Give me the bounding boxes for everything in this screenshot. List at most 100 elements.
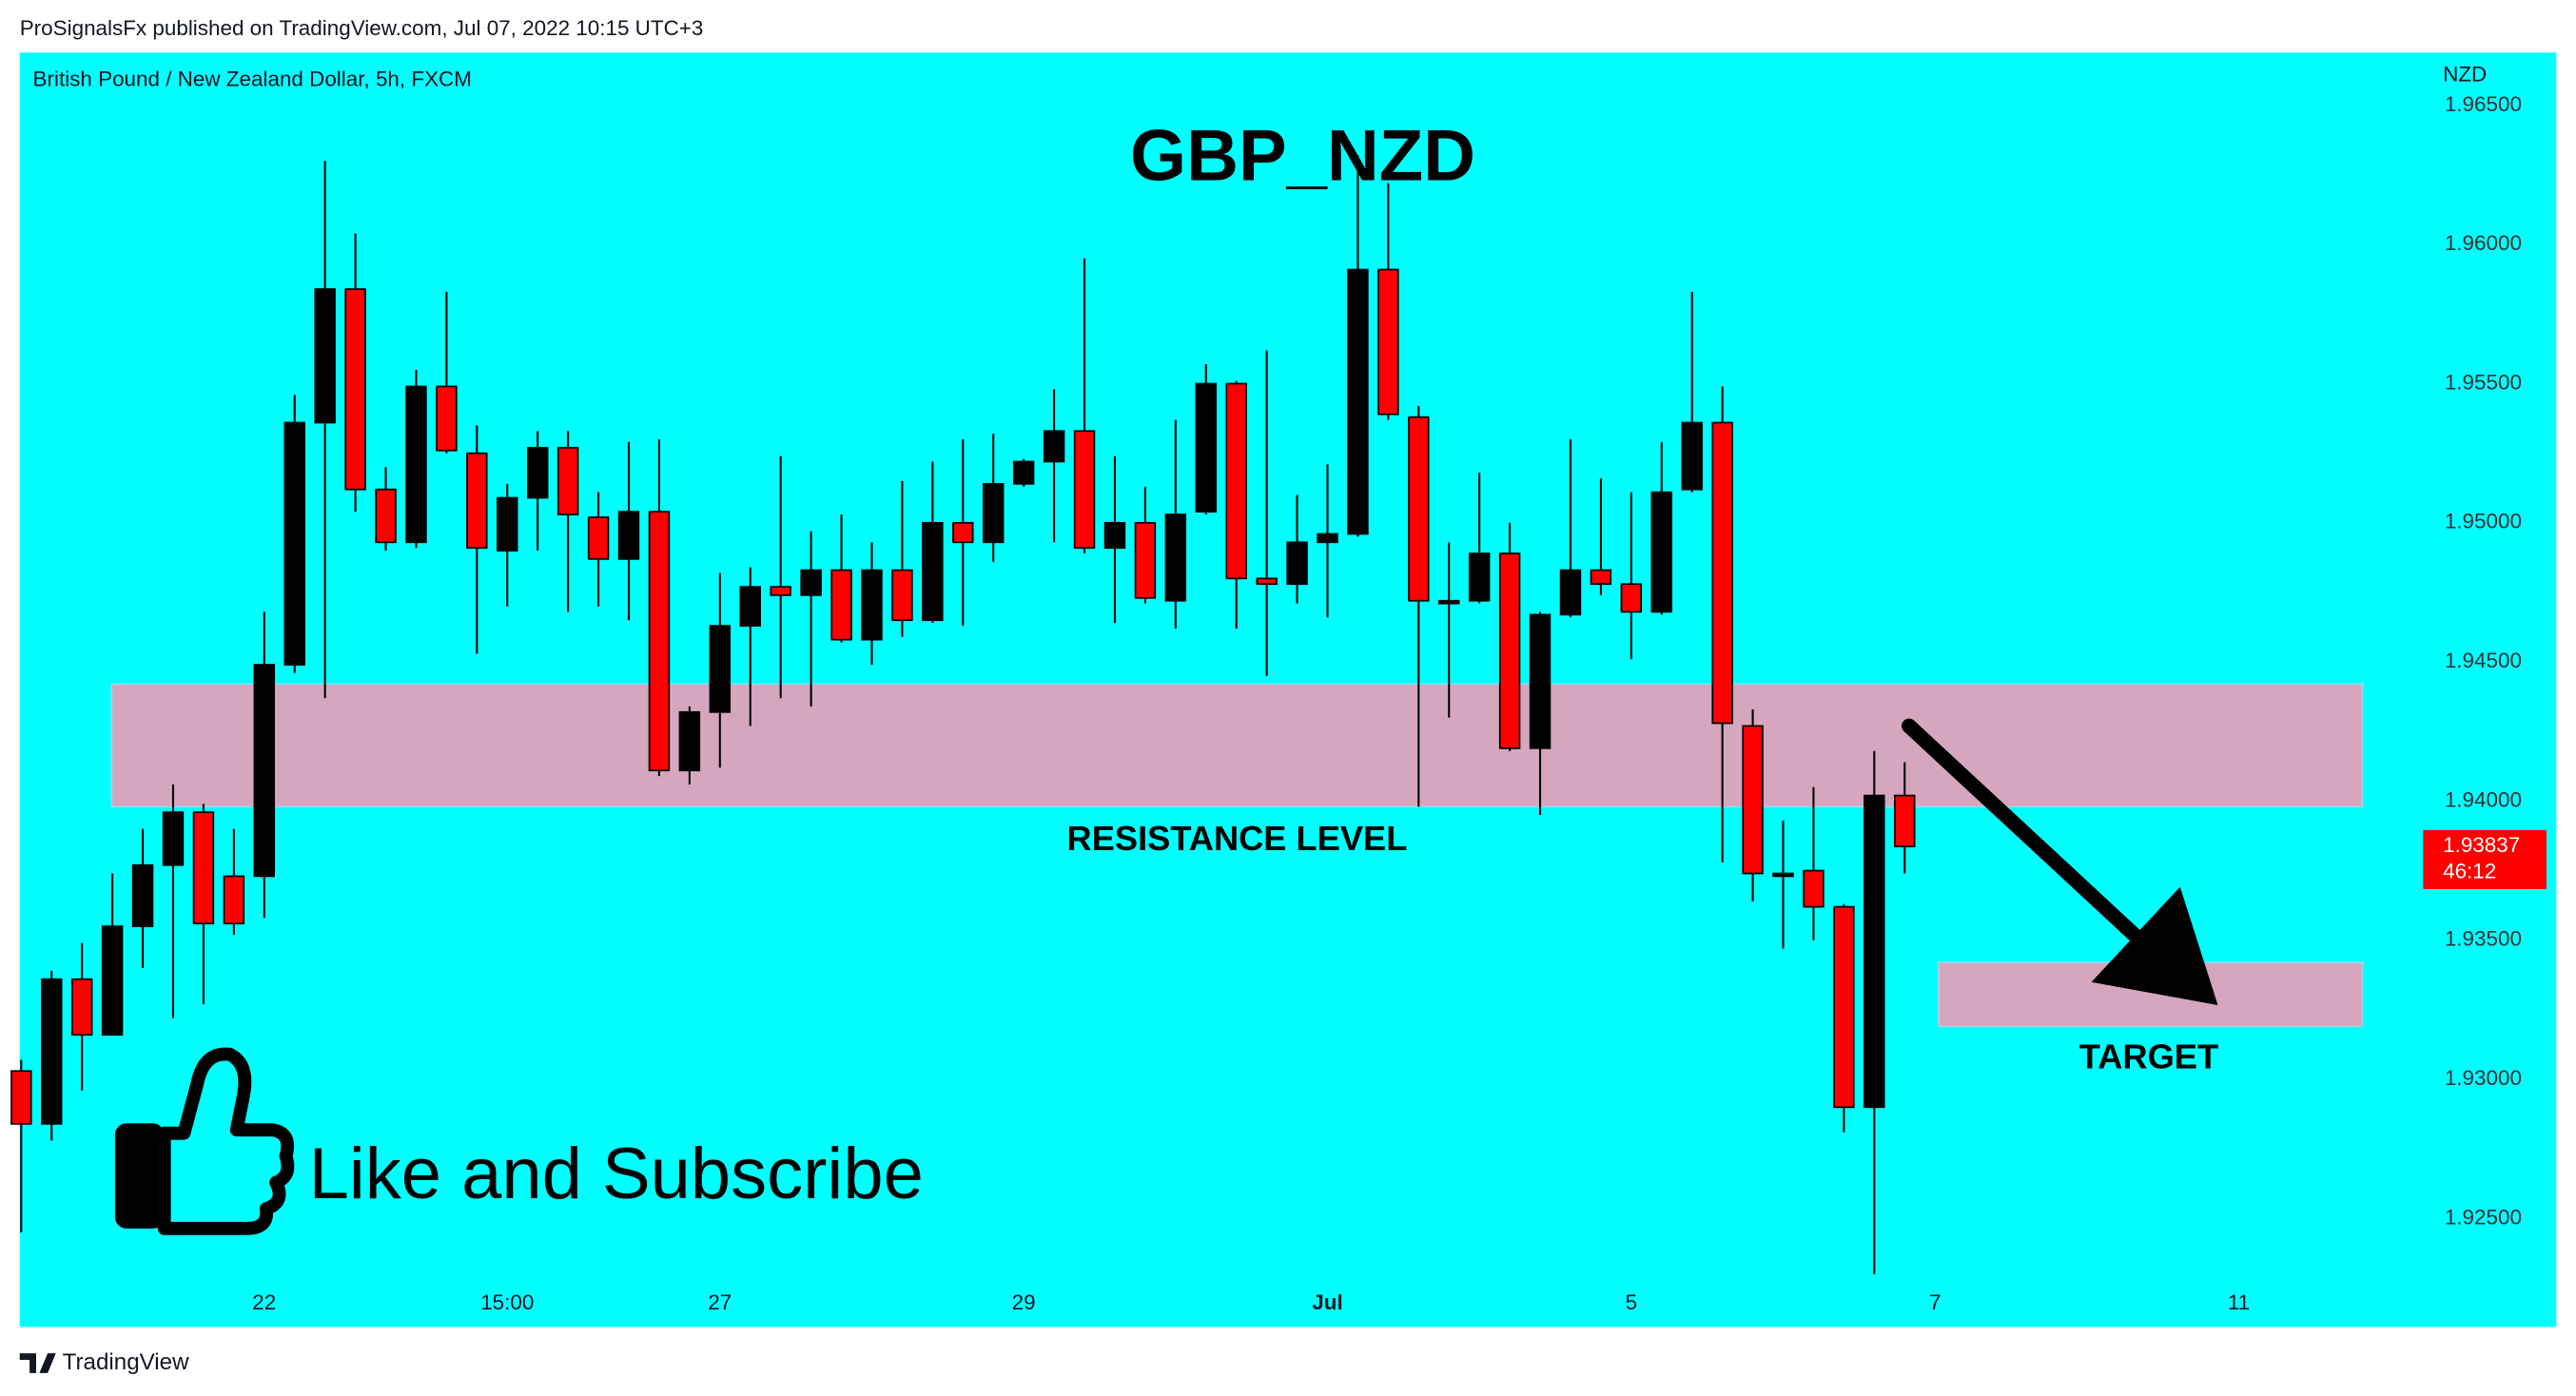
arrow-head: [2091, 886, 2218, 1005]
candle-body: [131, 863, 154, 927]
candle-body: [223, 875, 245, 925]
candle-body: [1894, 794, 1916, 847]
y-tick-label: 1.92500: [2445, 1205, 2522, 1229]
candle-body: [10, 1070, 32, 1125]
candle-body: [1803, 869, 1825, 908]
footer-logo: TradingView: [19, 1349, 189, 1375]
candle-body: [861, 569, 883, 641]
x-tick-label: Jul: [1312, 1290, 1342, 1314]
candle-body: [526, 446, 549, 499]
last-price-label: 1.93837: [2443, 833, 2520, 857]
x-tick-label: 29: [1012, 1290, 1036, 1314]
candle-body: [1742, 725, 1764, 875]
candle-body: [1864, 794, 1885, 1109]
candle-body: [1347, 268, 1369, 535]
x-tick-label: 15:00: [480, 1290, 534, 1314]
y-axis-label: NZD: [2443, 62, 2487, 86]
candle-body: [1498, 553, 1521, 749]
last-price-box: [2423, 829, 2547, 890]
candle-body: [1043, 430, 1065, 463]
candle-body: [709, 625, 732, 713]
candle-body: [1529, 613, 1551, 749]
candle-body: [648, 511, 671, 772]
candle-body: [770, 586, 791, 596]
candle-body: [1225, 382, 1247, 580]
candle-body: [1438, 599, 1460, 605]
candle-body: [830, 569, 852, 641]
candle-body: [800, 569, 822, 596]
candle-body: [1681, 421, 1703, 491]
candle-body: [283, 421, 305, 666]
zones: [110, 683, 2364, 1028]
candle-body: [1286, 541, 1308, 586]
candle-body: [1559, 569, 1582, 616]
promo-text: Like and Subscribe: [309, 1134, 924, 1214]
x-tick-label: 27: [708, 1290, 732, 1314]
candle-body: [101, 925, 124, 1037]
y-tick-label: 1.96000: [2445, 231, 2522, 255]
candle-body: [1134, 521, 1157, 599]
y-tick-label: 1.93000: [2445, 1066, 2522, 1090]
countdown-label: 46:12: [2443, 860, 2496, 883]
candle-body: [466, 452, 488, 549]
candle-body: [253, 664, 276, 878]
candle-body: [497, 496, 518, 552]
candle-body: [891, 569, 913, 622]
candle-body: [314, 288, 336, 424]
candle-body: [1256, 577, 1278, 586]
y-tick-label: 1.94000: [2445, 787, 2522, 811]
candle-body: [1164, 514, 1187, 602]
candle-body: [587, 516, 610, 560]
candle-body: [192, 811, 215, 925]
candle-body: [556, 446, 579, 515]
y-tick-label: 1.95000: [2445, 510, 2522, 533]
y-tick-label: 1.95500: [2445, 370, 2522, 394]
candle-body: [678, 710, 701, 772]
x-tick-label: 22: [252, 1290, 276, 1314]
arrow-shaft: [1902, 718, 2143, 944]
candle-body: [436, 385, 458, 452]
icon-sleeve: [114, 1123, 165, 1229]
y-tick-label: 1.94500: [2445, 649, 2522, 672]
candle-body: [1468, 553, 1491, 602]
logo-mark: [19, 1353, 56, 1373]
chart-subtitle: British Pound / New Zealand Dollar, 5h, …: [33, 68, 472, 91]
candle-body: [1772, 872, 1794, 878]
zone: [110, 683, 2364, 808]
candle-body: [1195, 382, 1217, 513]
x-tick-label: 11: [2228, 1290, 2250, 1314]
candle-body: [375, 488, 397, 544]
candle-body: [1711, 421, 1733, 725]
candle-body: [1590, 569, 1612, 586]
candle-body: [1103, 521, 1126, 549]
publisher-header: ProSignalsFx published on TradingView.co…: [20, 16, 704, 40]
candle-body: [1317, 533, 1338, 544]
candle-body: [1073, 430, 1096, 549]
icon-hand: [157, 1047, 295, 1235]
candle-body: [1650, 491, 1673, 613]
candle-body: [1012, 460, 1035, 485]
arrow: [1902, 718, 2218, 1005]
candle-body: [617, 511, 640, 560]
x-tick-label: 5: [1626, 1290, 1637, 1314]
candle-body: [1408, 416, 1430, 602]
candle-body: [982, 482, 1005, 544]
zone-label: RESISTANCE LEVEL: [1067, 819, 1408, 858]
footer-brand: TradingView: [63, 1349, 189, 1375]
candles: [10, 155, 1916, 1274]
candle-body: [70, 978, 93, 1037]
chart-title: GBP_NZD: [1130, 115, 1475, 196]
candle-body: [739, 586, 761, 627]
candle-body: [344, 288, 366, 491]
candle-body: [922, 521, 944, 622]
candle-body: [405, 385, 427, 544]
y-tick-label: 1.96500: [2445, 92, 2522, 116]
zone-label: TARGET: [2079, 1037, 2218, 1076]
candle-body: [162, 811, 185, 866]
candle-body: [1833, 905, 1855, 1109]
candle-body: [41, 978, 63, 1125]
x-tick-label: 7: [1929, 1290, 1941, 1314]
candle-body: [952, 521, 974, 544]
